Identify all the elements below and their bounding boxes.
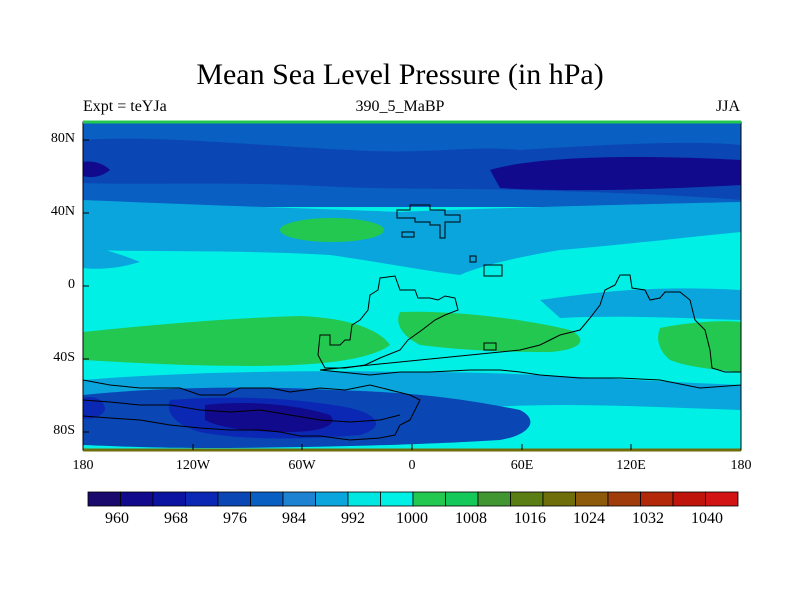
colorbar-label: 1000 [396, 510, 428, 527]
colorbar-swatch [607, 491, 641, 507]
coastline-island-3 [483, 264, 503, 277]
colorbar-label: 1032 [632, 510, 664, 527]
southern-low-west [83, 397, 105, 419]
colorbar-swatch [477, 491, 511, 507]
north-low-core [490, 157, 741, 191]
colorbar-label: 984 [282, 510, 306, 527]
colorbar-swatch [542, 491, 576, 507]
north-low-core-west [83, 161, 110, 178]
band-992-west [83, 245, 140, 269]
season-label: JJA [715, 98, 740, 115]
lon-label: 0 [408, 458, 416, 473]
lon-label: 120W [175, 458, 211, 473]
north-pacific-high [280, 218, 384, 242]
coastline-island-1 [401, 231, 415, 238]
map-title: Mean Sea Level Pressure (in hPa) [196, 58, 604, 91]
colorbar [87, 491, 739, 507]
coastline-island-4 [483, 342, 497, 351]
southern-subtropical-high-west [83, 316, 390, 366]
southern-subtropical-high-center [398, 311, 581, 352]
lat-label: 80S [53, 423, 75, 438]
colorbar-swatch [510, 491, 544, 507]
axis-ticks [82, 139, 742, 450]
coastline-island-2 [469, 255, 477, 263]
lon-label: 60W [288, 458, 316, 473]
coastlines [83, 204, 741, 441]
colorbar-label: 1016 [514, 510, 546, 527]
coastline-southern-inner [83, 399, 401, 423]
colorbar-swatch [640, 491, 674, 507]
colorbar-swatch [250, 491, 284, 507]
lat-label: 0 [68, 277, 75, 292]
lon-label: 120E [616, 458, 646, 473]
colorbar-swatch [185, 491, 219, 507]
colorbar-label: 1024 [573, 510, 605, 527]
colorbar-swatch [575, 491, 609, 507]
colorbar-swatch [347, 491, 381, 507]
coastline-southern-margin [83, 379, 421, 441]
colorbar-swatch [87, 491, 121, 507]
southern-subtropical-high-east [658, 321, 741, 372]
lon-label: 180 [72, 458, 94, 473]
coastline-northern-continent [396, 204, 461, 239]
colorbar-swatch [217, 491, 251, 507]
colorbar-swatch [672, 491, 706, 507]
experiment-label: Expt = teYJa [83, 98, 167, 115]
colorbar-label: 992 [341, 510, 365, 527]
colorbar-swatch [282, 491, 316, 507]
colorbar-label: 1008 [455, 510, 487, 527]
pressure-field [83, 122, 741, 450]
colorbar-swatch [412, 491, 446, 507]
lon-label: 180 [730, 458, 752, 473]
lat-label: 40N [50, 204, 75, 219]
lon-label: 60E [510, 458, 534, 473]
colorbar-label: 968 [164, 510, 188, 527]
coastline-eastern-landmass [319, 274, 741, 389]
colorbar-swatch [380, 491, 414, 507]
colorbar-label: 1040 [691, 510, 723, 527]
colorbar-swatch [152, 491, 186, 507]
colorbar-swatch [120, 491, 154, 507]
southern-low-core [205, 403, 333, 432]
colorbar-label: 976 [223, 510, 247, 527]
colorbar-swatch [445, 491, 479, 507]
lat-label: 40S [53, 350, 75, 365]
colorbar-swatch [315, 491, 349, 507]
colorbar-swatch [705, 491, 739, 507]
lat-label: 80N [50, 131, 75, 146]
coastline-gondwana [317, 275, 459, 369]
colorbar-label: 960 [105, 510, 129, 527]
band-992-east [540, 288, 741, 320]
run-label: 390_5_MaBP [355, 98, 445, 115]
